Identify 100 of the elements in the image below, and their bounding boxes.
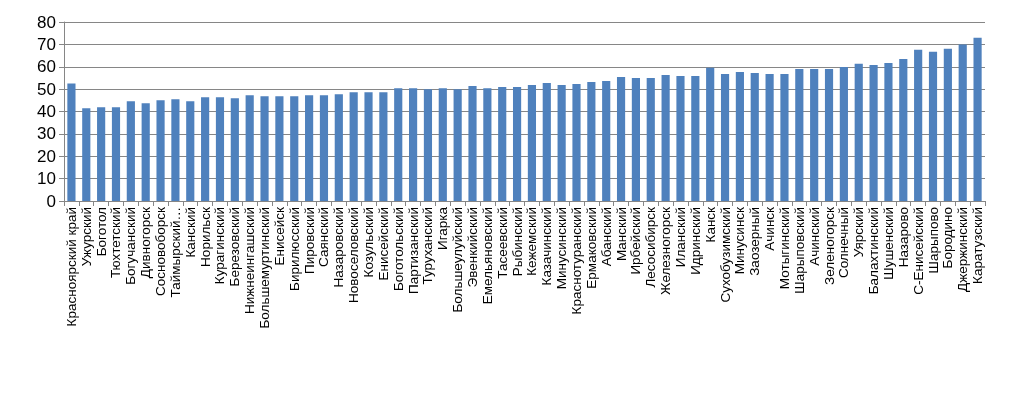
bar: [735, 71, 744, 201]
bar: [364, 92, 373, 201]
x-tick-label: Минусинск: [732, 206, 748, 275]
bar: [423, 89, 433, 201]
x-tick-label: Боготольский: [390, 207, 406, 292]
bar: [914, 49, 923, 201]
bar: [676, 75, 685, 201]
x-tick-label: Канский: [182, 207, 198, 258]
x-tick-label: Канск: [702, 206, 718, 243]
bar: [67, 83, 76, 201]
y-tick-label: 40: [37, 102, 56, 121]
x-tick-label: Нижнеингашский: [242, 207, 258, 314]
x-tick-label: Ачинский: [806, 207, 822, 266]
x-tick-label: Пировский: [301, 207, 317, 275]
x-tick-label: Лесосибирск: [643, 206, 659, 288]
x-tick-label: Шушенский: [880, 207, 896, 280]
x-tick-label: Новоселовский: [346, 207, 362, 303]
y-tick-label: 20: [37, 146, 56, 166]
x-tick-label: Енисейск: [271, 206, 287, 266]
bar: [884, 62, 893, 201]
x-tick-label: Мотыгинский: [776, 207, 792, 290]
bar: [661, 75, 670, 201]
y-tick-label: 0: [46, 191, 56, 211]
x-tick-label: Заозерный: [747, 207, 763, 276]
y-tick-label: 50: [37, 79, 56, 99]
y-tick-label: 80: [37, 12, 56, 32]
y-tick-label: 70: [37, 34, 56, 54]
x-tick-label: Шарыпово: [925, 207, 941, 274]
bar: [334, 94, 343, 201]
x-tick-label: Джержинский: [955, 207, 971, 292]
x-tick-label: Большеулуйский: [450, 207, 466, 313]
bar: [438, 88, 447, 201]
x-tick-label: Краснотуранский: [568, 207, 584, 315]
bar: [720, 73, 730, 201]
bar: [275, 96, 284, 201]
bar: [468, 85, 477, 201]
bar: [483, 88, 492, 201]
x-tick-label: Кежемский: [524, 207, 540, 276]
x-tick-label: Дивногорск: [138, 206, 154, 279]
x-tick-label: Казачинский: [539, 207, 555, 286]
x-tick-label: Партизанский: [405, 207, 421, 295]
bar: [215, 97, 225, 201]
bar: [824, 68, 834, 201]
bar: [498, 87, 507, 201]
bar: [557, 85, 566, 201]
x-tick-label: Боготол: [93, 207, 109, 257]
bar: [260, 96, 269, 201]
bar: [750, 73, 759, 201]
bar: [973, 37, 982, 201]
bar: [780, 73, 789, 201]
x-tick-label: Сухобузимский: [717, 207, 733, 303]
x-tick-label: Емельяновский: [479, 207, 495, 305]
bar: [542, 83, 551, 201]
x-tick-label: Манский: [613, 207, 629, 262]
bar: [156, 100, 165, 201]
bar: [795, 68, 804, 201]
x-tick-label: Енисейский: [375, 207, 391, 281]
y-tick-label: 60: [37, 57, 56, 77]
x-tick-label: Бородино: [940, 207, 956, 269]
y-tick-label: 10: [37, 169, 56, 189]
x-tick-label: Железногорск: [658, 206, 674, 295]
bar: [290, 96, 299, 201]
bar: [527, 85, 537, 201]
x-tick-label: Большемуртинский: [257, 207, 273, 329]
bar: [854, 63, 863, 201]
x-tick-label: Ермаковский: [583, 207, 599, 289]
x-tick-label: Каратузский: [970, 207, 986, 284]
x-tick-label: Курагинский: [212, 207, 228, 285]
bar: [869, 64, 878, 201]
bar: [141, 103, 150, 201]
x-tick-label: Балахтинский: [866, 207, 882, 295]
x-tick-label: Березовский: [227, 207, 243, 287]
bar: [810, 68, 819, 201]
bar: [245, 95, 254, 201]
bar: [201, 97, 210, 201]
x-tick-label: Рыбинский: [509, 207, 525, 277]
x-tick-label: Туруханский: [420, 207, 436, 285]
bar: [186, 101, 195, 201]
x-tick-label: Козульский: [361, 207, 377, 278]
x-tick-label: Иланский: [672, 207, 688, 268]
x-tick-label: Красноярский край: [63, 207, 79, 327]
x-tick-label: Эвенкийский: [465, 207, 481, 288]
bar: [646, 77, 655, 201]
x-tick-label: Саянский: [316, 207, 332, 267]
bar: [602, 81, 611, 201]
x-tick-label: Норильск: [197, 206, 213, 267]
bar: [839, 66, 848, 201]
x-tick-label: Ачинск: [762, 206, 778, 251]
x-tick-label: Таймырский…: [167, 207, 183, 298]
bar: [305, 95, 314, 201]
bar: [943, 48, 952, 201]
bar: [706, 67, 715, 201]
x-tick-label: Назарово: [895, 207, 911, 268]
bar: [928, 51, 938, 201]
bar: [319, 95, 329, 201]
bar: [82, 108, 91, 201]
bar: [126, 101, 135, 201]
y-tick-label: 30: [37, 124, 56, 144]
x-tick-label: Солнечный: [836, 207, 852, 279]
x-tick-label: С-Енисейский: [910, 207, 926, 295]
